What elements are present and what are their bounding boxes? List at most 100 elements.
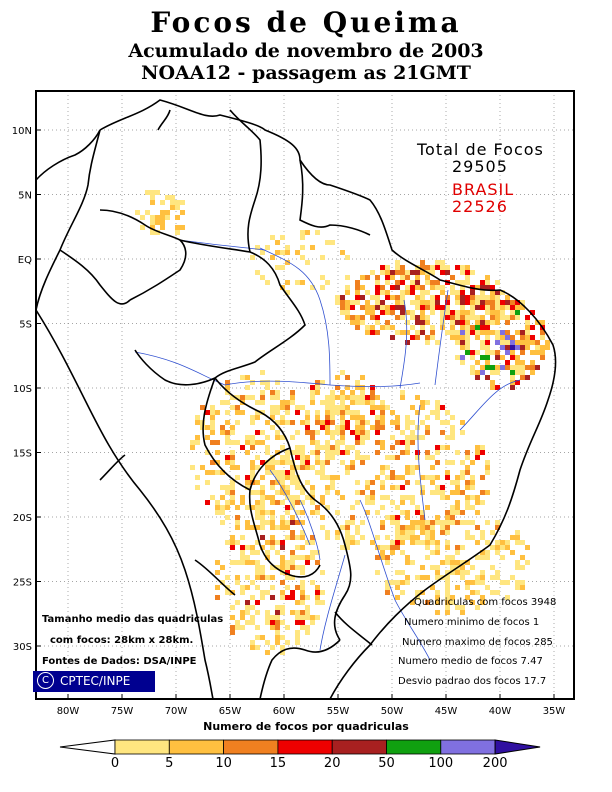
fire-cell [310,390,315,395]
fire-cell [530,360,535,365]
fire-cell [335,445,340,450]
fire-cell [335,440,340,445]
fire-cell [455,310,460,315]
fire-cell [255,410,260,415]
fire-cell [370,540,375,545]
fire-cell [345,450,350,455]
fire-cell [435,340,440,345]
fire-cell [270,500,275,505]
fire-cell [475,315,480,320]
fire-cell [510,375,515,380]
fire-cell [485,275,490,280]
fire-cell [270,395,275,400]
fire-cell [480,290,485,295]
fire-cell [470,315,475,320]
fire-cell [500,540,505,545]
fire-cell [420,325,425,330]
fire-cell [285,400,290,405]
fire-cell [225,380,230,385]
fire-cell [235,440,240,445]
fire-cell [435,285,440,290]
fire-cell [425,475,430,480]
fire-cell [355,400,360,405]
fire-cell [470,300,475,305]
fire-cell [445,445,450,450]
fire-cell [335,510,340,515]
fire-cell [355,435,360,440]
fire-cell [410,465,415,470]
fire-cell [260,440,265,445]
fire-cell [355,530,360,535]
fire-cell [425,265,430,270]
fire-cell [430,535,435,540]
fire-cell [395,280,400,285]
fire-cell [525,330,530,335]
fire-cell [275,500,280,505]
fire-cell [500,555,505,560]
fire-cell [495,280,500,285]
fire-cell [280,480,285,485]
fire-cell [295,510,300,515]
fire-cell [320,570,325,575]
country-borders [36,99,557,699]
fire-cell [445,555,450,560]
fire-cell [350,395,355,400]
fire-cell [310,435,315,440]
fire-cell [455,500,460,505]
longitude-label: 45W [435,706,458,717]
fire-cell [320,515,325,520]
fire-cell [340,250,345,255]
fire-cell [385,290,390,295]
fire-cell [240,585,245,590]
fire-cell [445,510,450,515]
fire-cell [355,415,360,420]
fire-cell [515,360,520,365]
fire-cell [390,275,395,280]
fire-cell [345,300,350,305]
fire-cell [495,315,500,320]
fire-cell [450,285,455,290]
fire-cell [425,400,430,405]
fire-cell [515,370,520,375]
fire-cell [255,465,260,470]
fire-cell [220,425,225,430]
fire-cell [190,465,195,470]
fire-cell [355,430,360,435]
fire-cell [325,240,330,245]
fire-cell [280,610,285,615]
fire-cell [425,280,430,285]
fire-cell [475,350,480,355]
fire-cell [415,425,420,430]
fire-cell [430,520,435,525]
fire-cell [225,440,230,445]
fire-cell [330,405,335,410]
fire-cell [155,220,160,225]
fire-cell [370,490,375,495]
fire-cell [290,470,295,475]
fire-cell [395,295,400,300]
fire-cell [410,290,415,295]
fire-cell [450,435,455,440]
fire-cell [340,460,345,465]
fire-cell [235,525,240,530]
fire-cell [295,615,300,620]
fire-cell [230,455,235,460]
fire-cell [310,540,315,545]
fire-cell [395,425,400,430]
fire-cell [500,335,505,340]
fire-cell [285,510,290,515]
fire-cell [370,480,375,485]
fire-cell [470,290,475,295]
fire-cell [400,540,405,545]
fire-cell [295,620,300,625]
fire-cell [515,380,520,385]
fire-cell [235,560,240,565]
fire-cell [365,455,370,460]
fire-cell [415,480,420,485]
fire-cell [385,585,390,590]
fire-cell [380,410,385,415]
fire-cell [220,520,225,525]
fire-cell [505,350,510,355]
fire-cell [470,370,475,375]
fire-cell [490,310,495,315]
